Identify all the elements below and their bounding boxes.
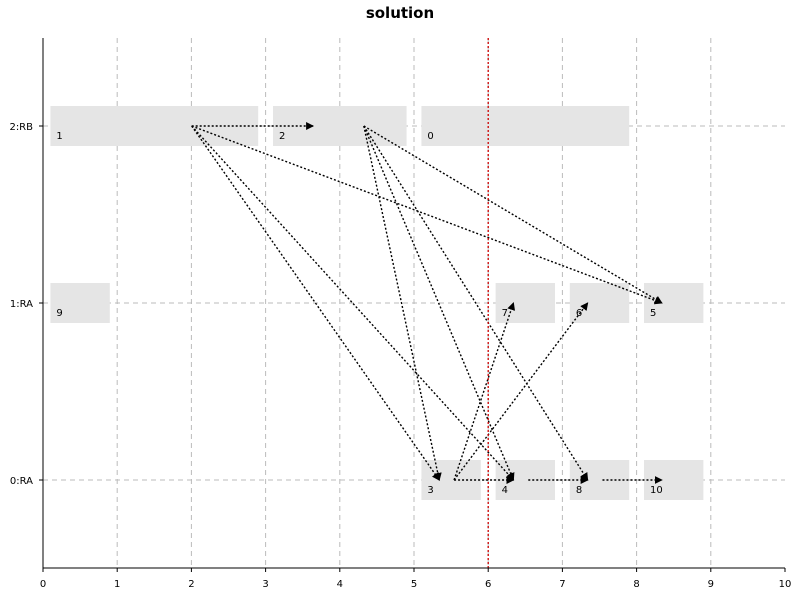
- task-label-8: 8: [576, 485, 582, 496]
- x-tick-label: 2: [188, 579, 194, 590]
- x-tick-label: 5: [411, 579, 417, 590]
- task-label-9: 9: [56, 308, 62, 319]
- task-label-1: 1: [56, 131, 62, 142]
- dependency-arrow-2-8: [363, 125, 589, 481]
- x-tick-label: 10: [779, 579, 792, 590]
- task-bar-9: [50, 283, 110, 323]
- task-label-5: 5: [650, 308, 656, 319]
- dependency-arrow-1-4: [191, 125, 515, 481]
- x-tick-label: 8: [633, 579, 639, 590]
- x-tick-label: 0: [40, 579, 46, 590]
- task-bar-0: [421, 106, 630, 146]
- task-bar-6: [569, 283, 630, 323]
- dependency-arrow-2-5: [363, 125, 663, 304]
- task-label-3: 3: [427, 485, 433, 496]
- x-tick-label: 3: [262, 579, 268, 590]
- x-tick-label: 1: [114, 579, 120, 590]
- task-bar-2: [273, 106, 407, 146]
- grid-layer: [43, 38, 785, 568]
- dependency-arrow-2-4: [363, 125, 515, 481]
- task-label-10: 10: [650, 485, 663, 496]
- task-bar-1: [50, 106, 259, 146]
- task-label-2: 2: [279, 131, 285, 142]
- dependency-arrow-2-3: [363, 125, 442, 481]
- y-tick-label: 1:RA: [10, 299, 33, 310]
- y-tick-label: 2:RB: [9, 122, 33, 133]
- x-tick-label: 4: [337, 579, 343, 590]
- y-tick-label: 0:RA: [10, 476, 33, 487]
- dependency-arrow-3-7: [453, 302, 515, 481]
- task-label-0: 0: [427, 131, 433, 142]
- task-label-4: 4: [502, 485, 508, 496]
- task-label-7: 7: [502, 308, 508, 319]
- axis-layer: 0 1 2 3 4 5 6 7 8 9 100:RA1:RA2:RB: [9, 38, 791, 590]
- x-tick-label: 6: [485, 579, 491, 590]
- edge-layer: [191, 38, 663, 568]
- dependency-arrow-1-5: [191, 125, 663, 305]
- chart-title: solution: [366, 4, 434, 22]
- x-tick-label: 9: [708, 579, 714, 590]
- dependency-arrow-3-6: [453, 302, 589, 481]
- task-bar-10: [644, 460, 704, 500]
- task-bar-7: [495, 283, 555, 323]
- x-tick-label: 7: [559, 579, 565, 590]
